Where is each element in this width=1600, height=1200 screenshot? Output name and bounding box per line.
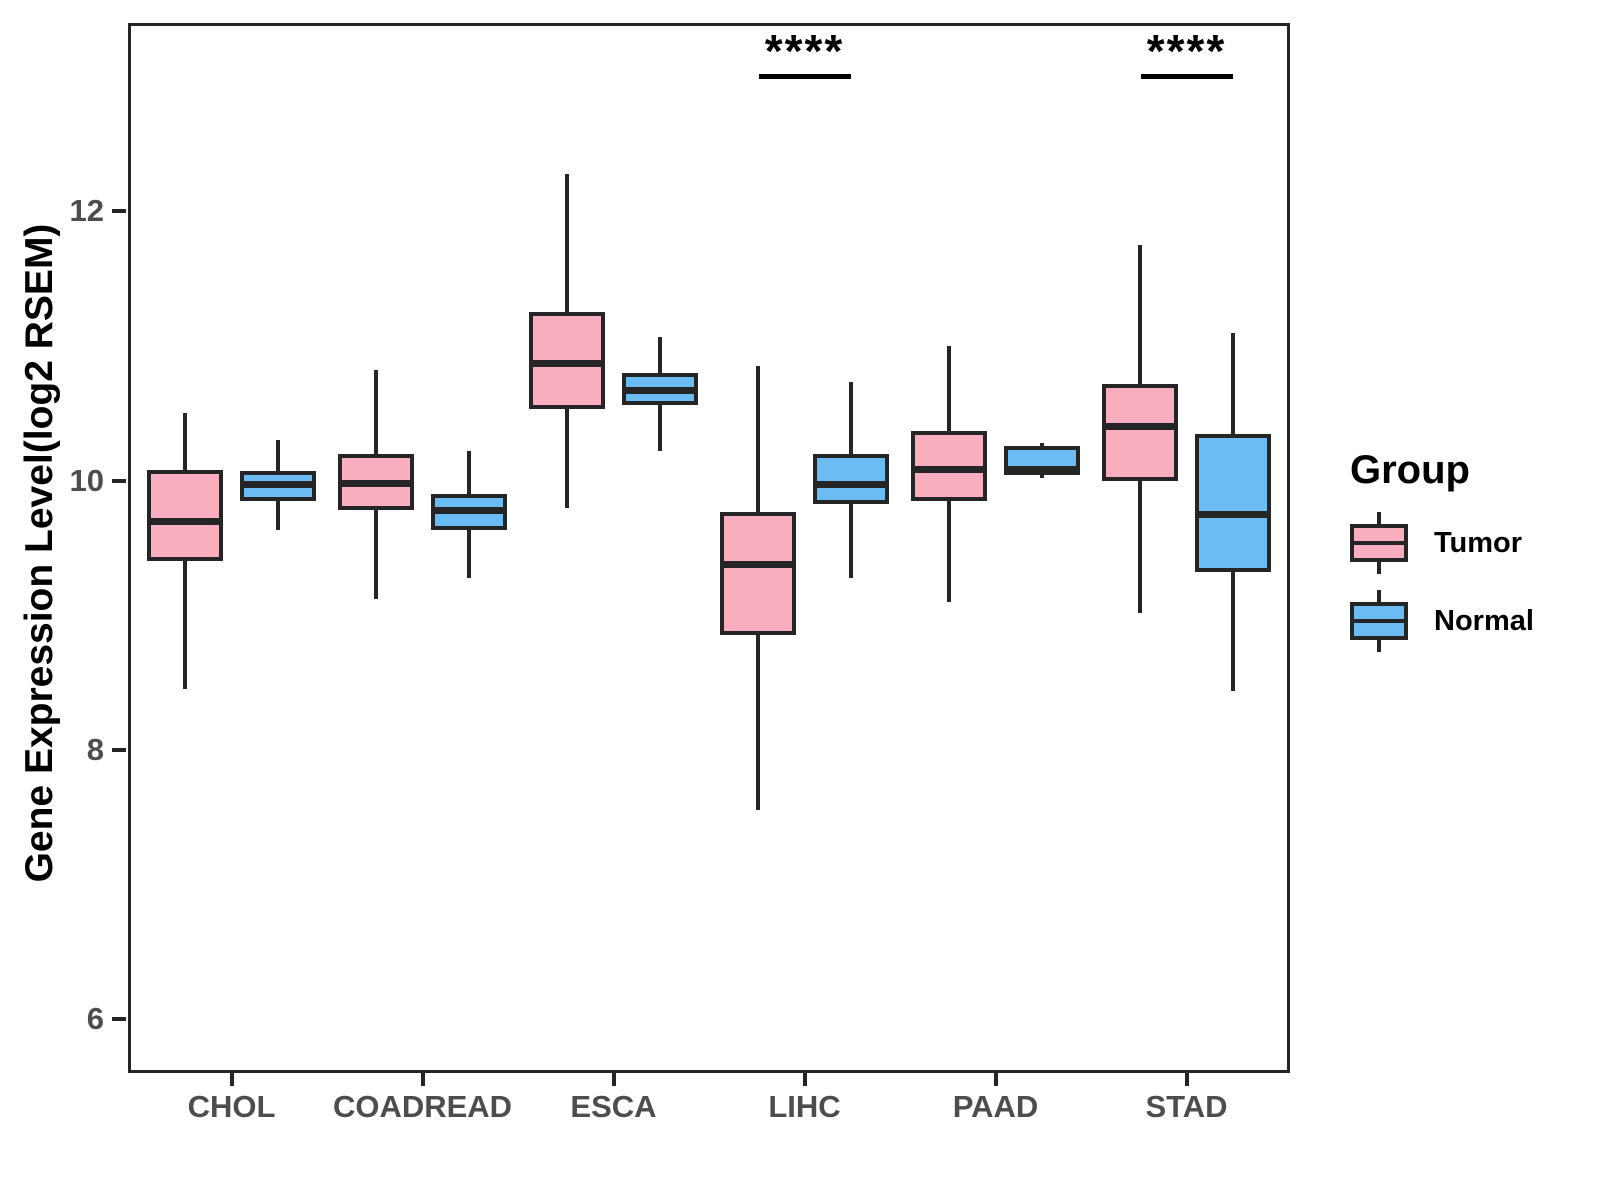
x-tick-label-chol: CHOL: [187, 1089, 276, 1124]
key-median: [1354, 541, 1404, 545]
y-tick-mark: [112, 209, 126, 214]
significance-stars-lihc: ****: [764, 25, 845, 77]
median-lihc-normal: [817, 481, 885, 489]
median-chol-normal: [244, 481, 312, 489]
x-tick-mark: [611, 1073, 616, 1086]
y-tick-mark: [112, 1017, 126, 1022]
box-chol-tumor: [147, 469, 223, 562]
median-lihc-tumor: [724, 560, 792, 568]
x-tick-mark: [420, 1073, 425, 1086]
tumor-boxplot-key-icon: [1350, 512, 1408, 574]
median-esca-normal: [626, 387, 694, 394]
x-tick-label-stad: STAD: [1145, 1089, 1228, 1124]
legend-item-tumor: Tumor: [1350, 511, 1590, 575]
y-tick-mark: [112, 478, 126, 483]
y-tick-label: 10: [69, 462, 104, 498]
y-tick-mark: [112, 747, 126, 752]
legend-label-normal: Normal: [1434, 604, 1534, 637]
x-tick-label-lihc: LIHC: [768, 1089, 841, 1124]
significance-stars-stad: ****: [1146, 25, 1227, 77]
significance-bar-stad: [1140, 74, 1233, 79]
x-tick-label-esca: ESCA: [570, 1089, 657, 1124]
median-coadread-normal: [435, 506, 503, 514]
box-paad-tumor: [911, 430, 987, 501]
legend: Group Tumor Normal: [1350, 448, 1590, 667]
legend-item-normal: Normal: [1350, 589, 1590, 653]
median-chol-tumor: [151, 517, 219, 525]
median-paad-normal: [1008, 466, 1076, 474]
y-axis-title: Gene Expression Level(log2 RSEM): [18, 223, 61, 883]
box-stad-tumor: [1102, 383, 1178, 481]
x-tick-label-paad: PAAD: [952, 1089, 1039, 1124]
significance-bar-lihc: [758, 74, 851, 79]
key-median: [1354, 619, 1404, 623]
median-stad-normal: [1199, 510, 1267, 518]
x-tick-label-coadread: COADREAD: [332, 1089, 513, 1124]
box-lihc-normal: [813, 453, 889, 504]
x-tick-mark: [993, 1073, 998, 1086]
median-stad-tumor: [1106, 423, 1174, 431]
x-tick-mark: [1184, 1073, 1189, 1086]
y-tick-label: 12: [69, 193, 104, 229]
legend-title: Group: [1350, 448, 1470, 492]
legend-label-tumor: Tumor: [1434, 526, 1523, 559]
median-paad-tumor: [915, 466, 983, 474]
normal-boxplot-key-icon: [1350, 590, 1408, 652]
y-tick-label: 6: [86, 1001, 104, 1037]
median-coadread-tumor: [342, 479, 410, 487]
box-stad-normal: [1195, 433, 1271, 573]
x-tick-mark: [229, 1073, 234, 1086]
y-tick-label: 8: [86, 731, 104, 767]
median-esca-tumor: [533, 360, 601, 368]
box-lihc-tumor: [720, 511, 796, 636]
x-tick-mark: [802, 1073, 807, 1086]
plot-panel: [128, 23, 1290, 1073]
